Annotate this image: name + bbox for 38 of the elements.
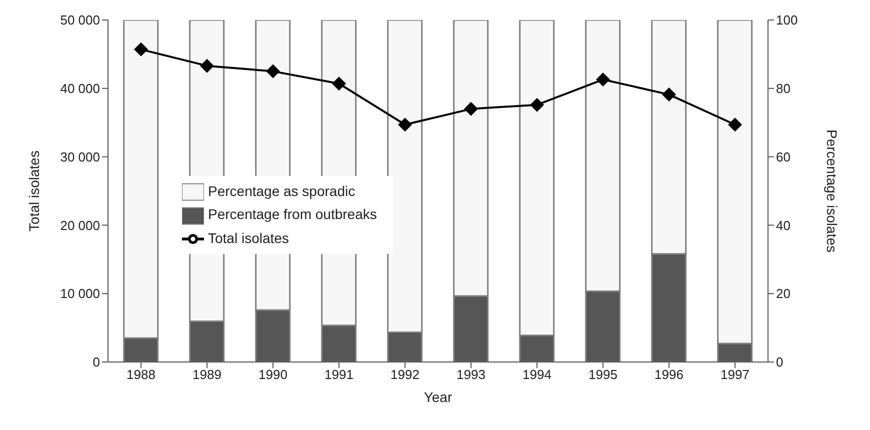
y2-tick-label: 40	[776, 218, 790, 233]
y-axis-title: Total isolates	[26, 150, 42, 232]
point	[464, 102, 478, 116]
point	[200, 58, 214, 73]
legend-label: Percentage as sporadic	[208, 183, 356, 199]
point	[398, 118, 412, 132]
point	[728, 118, 742, 132]
x-tick-label: 1992	[390, 367, 420, 382]
point	[332, 76, 346, 91]
x-tick-label: 1990	[258, 367, 288, 382]
x-tick-label: 1995	[588, 367, 618, 382]
y2-tick-label: 60	[776, 149, 790, 164]
legend-label: Percentage from outbreaks	[208, 206, 377, 222]
y2-tick-label: 0	[776, 354, 784, 370]
y-tick-label: 40 000	[60, 81, 100, 96]
point	[530, 98, 544, 112]
x-tick-label: 1988	[126, 367, 156, 382]
x-tick-label: 1991	[324, 367, 354, 382]
point	[662, 88, 676, 102]
y-tick-label: 20 000	[60, 218, 100, 233]
x-axis-title: Year	[424, 389, 452, 405]
x-tick-label: 1994	[522, 367, 552, 382]
legend-label: Total isolates	[208, 230, 289, 246]
y-tick-label: 30 000	[60, 149, 100, 164]
x-tick-label: 1993	[456, 367, 486, 382]
point	[596, 72, 610, 87]
y-tick-label: 10 000	[60, 286, 100, 302]
y2-tick-label: 100	[776, 12, 798, 28]
x-tick-label: 1996	[654, 367, 684, 382]
y2-tick-label: 80	[776, 81, 790, 96]
point	[266, 64, 280, 78]
y-tick-label: 50 000	[60, 12, 100, 28]
x-tick-label: 1989	[192, 367, 222, 382]
point	[134, 42, 148, 56]
y2-axis-title: Percentage isolates	[824, 130, 840, 252]
y-tick-label: 0	[92, 354, 100, 370]
x-tick-label: 1997	[720, 367, 750, 382]
y2-tick-label: 20	[776, 286, 790, 302]
